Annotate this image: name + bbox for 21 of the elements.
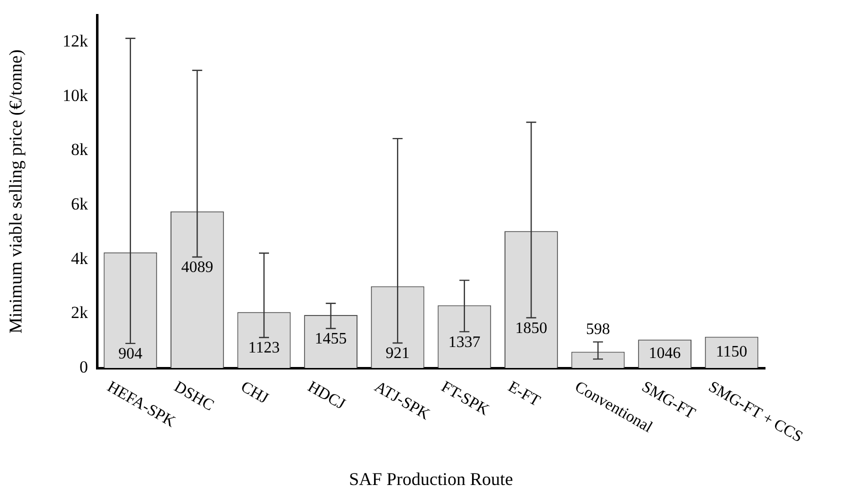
y-tick-label: 2k	[71, 303, 88, 322]
y-tick-label: 0	[80, 357, 88, 376]
y-tick-label: 6k	[71, 194, 88, 214]
y-tick-label: 10k	[62, 86, 88, 105]
annotation: 1850	[515, 320, 548, 337]
annotation: 1123	[248, 340, 280, 357]
annotation: 1150	[716, 344, 748, 361]
y-tick-label: 12k	[62, 32, 88, 51]
annotation: 598	[586, 321, 610, 338]
annotation: 4089	[181, 259, 214, 276]
y-tick-label: 4k	[71, 248, 88, 268]
y-tick-label: 8k	[71, 140, 88, 160]
annotation: 904	[118, 346, 142, 363]
annotation: 1046	[648, 345, 681, 362]
annotation: 1455	[314, 330, 347, 348]
x-tick-label: E-FT	[505, 378, 544, 410]
x-axis-title: SAF Production Route	[348, 468, 514, 489]
annotation: 921	[386, 345, 410, 362]
y-axis-title: Minimum viable selling price (€/tonne)	[6, 50, 26, 334]
x-tick-label: CHJ	[238, 378, 272, 408]
annotation: 1337	[448, 334, 480, 351]
